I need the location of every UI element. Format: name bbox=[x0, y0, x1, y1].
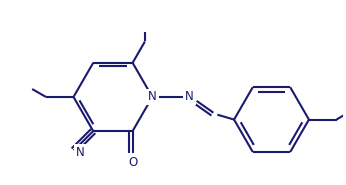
Text: N: N bbox=[76, 146, 84, 159]
Text: O: O bbox=[128, 156, 137, 169]
Text: N: N bbox=[148, 90, 157, 103]
Text: N: N bbox=[185, 90, 194, 103]
